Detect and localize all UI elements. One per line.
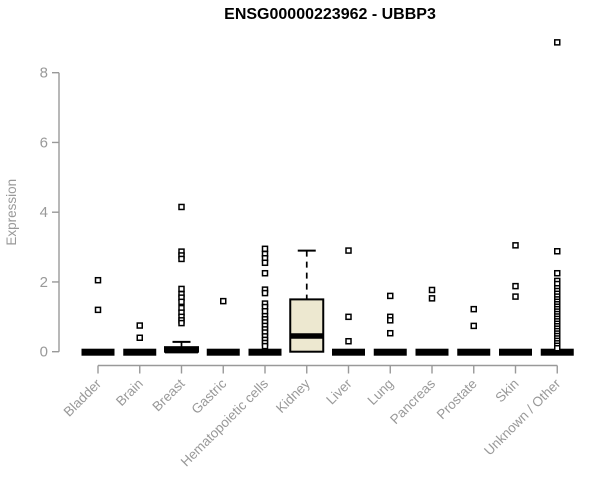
outlier-point-breast xyxy=(178,319,185,327)
outlier-point-gastric xyxy=(220,297,227,305)
outlier-point-breast xyxy=(178,203,185,211)
outlier-point-hematopoietic-cells xyxy=(261,289,269,297)
x-tick-label-gastric: Gastric xyxy=(189,376,230,417)
outlier-point-liver xyxy=(345,337,352,345)
outlier-point-brain xyxy=(136,334,143,341)
outlier-point-breast xyxy=(178,298,185,306)
x-tick-label-bladder: Bladder xyxy=(61,376,105,420)
x-tick-label-kidney: Kidney xyxy=(273,376,313,416)
outlier-point-breast xyxy=(178,255,185,263)
y-tick-label: 2 xyxy=(40,274,48,291)
y-axis-title: Expression xyxy=(4,179,19,246)
outlier-point-pancreas xyxy=(428,295,436,302)
x-tick-label-lung: Lung xyxy=(365,376,397,408)
x-tick-label-pancreas: Pancreas xyxy=(387,376,438,427)
outlier-point-hematopoietic-cells xyxy=(261,245,269,253)
box-collapsed-lung xyxy=(373,348,407,356)
outlier-point-skin xyxy=(512,293,519,300)
outlier-point-breast xyxy=(178,285,185,293)
outlier-point-hematopoietic-cells xyxy=(261,259,269,267)
x-tick-label-skin: Skin xyxy=(492,376,521,405)
y-tick-label: 6 xyxy=(40,134,48,151)
x-tick-label-unknown-other: Unknown / Other xyxy=(481,376,564,459)
y-tick-label: 0 xyxy=(40,344,48,361)
outlier-point-prostate xyxy=(470,305,477,313)
outlier-point-unknown-other xyxy=(554,248,561,255)
outlier-point-unknown-other xyxy=(554,269,561,277)
outlier-point-lung xyxy=(387,292,394,300)
outlier-point-skin xyxy=(512,242,519,249)
outlier-point-unknown-other xyxy=(554,39,561,46)
outlier-point-prostate xyxy=(470,322,477,330)
outlier-point-lung xyxy=(387,317,394,324)
x-tick-label-brain: Brain xyxy=(113,376,146,409)
outlier-point-liver xyxy=(345,313,352,321)
box-collapsed-unknown-other xyxy=(540,348,574,356)
outlier-point-unknown-other xyxy=(554,344,561,352)
chart-title: ENSG00000223962 - UBBP3 xyxy=(224,6,436,23)
box-collapsed-prostate xyxy=(457,348,491,356)
box-collapsed-liver xyxy=(332,348,365,356)
box-collapsed-gastric xyxy=(206,348,240,356)
x-tick-label-liver: Liver xyxy=(323,376,355,408)
box-collapsed-brain xyxy=(123,348,157,356)
box-collapsed-hematopoietic-cells xyxy=(248,348,282,356)
outlier-point-bladder xyxy=(94,306,102,314)
outlier-point-hematopoietic-cells xyxy=(261,269,269,277)
outlier-point-liver xyxy=(345,247,352,254)
y-tick-label: 4 xyxy=(40,204,48,221)
outlier-point-brain xyxy=(136,322,143,329)
outlier-point-skin xyxy=(512,282,519,290)
box-collapsed-pancreas xyxy=(415,348,449,356)
y-tick-label: 8 xyxy=(40,65,48,82)
box-collapsed-bladder xyxy=(81,348,115,356)
x-tick-label-breast: Breast xyxy=(149,376,187,414)
box-collapsed-skin xyxy=(499,348,532,356)
box-kidney xyxy=(289,298,325,353)
outlier-point-pancreas xyxy=(428,286,436,294)
outlier-point-bladder xyxy=(94,276,102,284)
x-tick-label-prostate: Prostate xyxy=(434,376,480,422)
outlier-point-lung xyxy=(387,329,394,337)
outlier-point-hematopoietic-cells xyxy=(261,342,269,350)
